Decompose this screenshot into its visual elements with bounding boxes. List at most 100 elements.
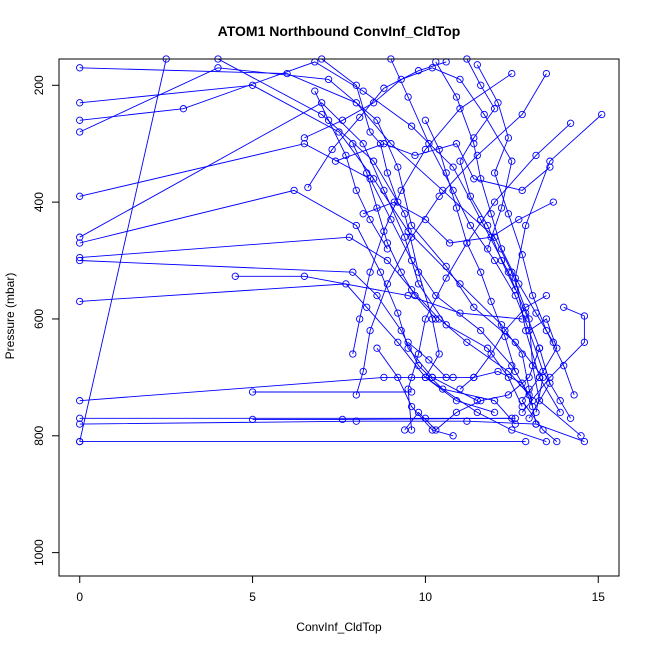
data-point <box>376 268 385 276</box>
data-point <box>387 215 395 224</box>
data-point <box>407 402 416 411</box>
data-point <box>76 297 84 306</box>
data-point <box>428 373 436 382</box>
data-point <box>452 140 461 148</box>
data-point <box>570 391 578 399</box>
data-point <box>456 75 464 84</box>
data-point <box>528 397 537 405</box>
data-point <box>349 268 357 276</box>
series-line <box>79 283 495 413</box>
data-point <box>352 186 360 195</box>
data-point <box>515 215 523 224</box>
data-point <box>366 215 374 224</box>
data-point <box>404 227 412 235</box>
data-point <box>522 303 530 311</box>
data-point <box>535 344 544 352</box>
data-point <box>528 402 537 411</box>
data-point <box>515 280 523 288</box>
data-point <box>522 221 530 230</box>
data-point <box>394 309 402 317</box>
data-point <box>483 344 492 352</box>
data-point <box>380 373 388 382</box>
series-20 <box>387 55 575 422</box>
data-point <box>518 397 526 405</box>
data-point <box>490 105 499 113</box>
data-point <box>394 338 402 346</box>
data-point <box>442 169 450 177</box>
data-point <box>366 128 374 136</box>
data-point <box>556 397 564 405</box>
data-point <box>577 432 585 440</box>
data-point <box>345 233 354 241</box>
data-point <box>452 93 461 101</box>
data-point <box>546 373 554 382</box>
data-point <box>421 215 430 224</box>
data-point <box>352 221 360 230</box>
series-line <box>252 417 512 420</box>
data-point <box>76 192 84 200</box>
data-point <box>369 99 378 107</box>
data-point <box>414 280 423 288</box>
series-line <box>352 73 513 355</box>
data-point <box>328 145 336 154</box>
data-point <box>352 391 360 399</box>
data-point <box>432 315 440 323</box>
data-point <box>487 210 495 218</box>
data-point <box>407 221 416 230</box>
data-point <box>525 326 533 335</box>
data-point <box>76 239 84 247</box>
data-point <box>470 175 478 183</box>
data-point <box>580 312 589 320</box>
data-point <box>542 69 551 78</box>
series-line <box>79 236 530 396</box>
data-point <box>76 128 84 136</box>
data-point <box>477 397 485 405</box>
data-point <box>463 417 471 425</box>
data-point <box>508 362 516 370</box>
series-37 <box>311 87 392 253</box>
data-point <box>335 128 343 136</box>
data-point <box>556 408 564 417</box>
data-point <box>349 350 357 358</box>
data-point <box>470 134 478 142</box>
series-22 <box>473 61 578 399</box>
plot-data <box>76 55 606 446</box>
data-point <box>214 64 222 72</box>
data-point <box>490 256 499 265</box>
plot-frame <box>58 58 620 577</box>
data-point <box>535 373 544 382</box>
series-26 <box>352 69 551 399</box>
data-point <box>463 338 471 346</box>
data-point <box>300 134 309 142</box>
series-line <box>407 341 534 407</box>
data-point <box>452 397 461 405</box>
data-point <box>342 151 350 160</box>
data-point <box>511 274 519 282</box>
data-point <box>407 286 416 294</box>
data-point <box>466 192 475 200</box>
series-line <box>79 67 544 413</box>
data-point <box>463 239 471 247</box>
data-point <box>504 367 513 376</box>
data-point <box>404 93 412 101</box>
data-point <box>380 227 388 235</box>
data-point <box>473 151 481 160</box>
data-point <box>421 116 430 124</box>
series-25 <box>349 69 516 358</box>
data-point <box>449 186 457 195</box>
data-point <box>518 379 526 387</box>
data-point <box>356 113 364 122</box>
data-point <box>518 110 526 119</box>
data-point <box>311 87 319 95</box>
series-line <box>307 61 447 188</box>
data-point <box>338 116 347 124</box>
x-tick-label: 5 <box>249 590 256 604</box>
series-line <box>390 58 571 419</box>
data-point <box>487 297 495 306</box>
data-point <box>411 291 419 300</box>
data-point <box>76 116 84 124</box>
data-point <box>477 268 485 276</box>
data-point <box>477 175 485 183</box>
data-point <box>560 362 568 370</box>
data-point <box>580 437 589 446</box>
